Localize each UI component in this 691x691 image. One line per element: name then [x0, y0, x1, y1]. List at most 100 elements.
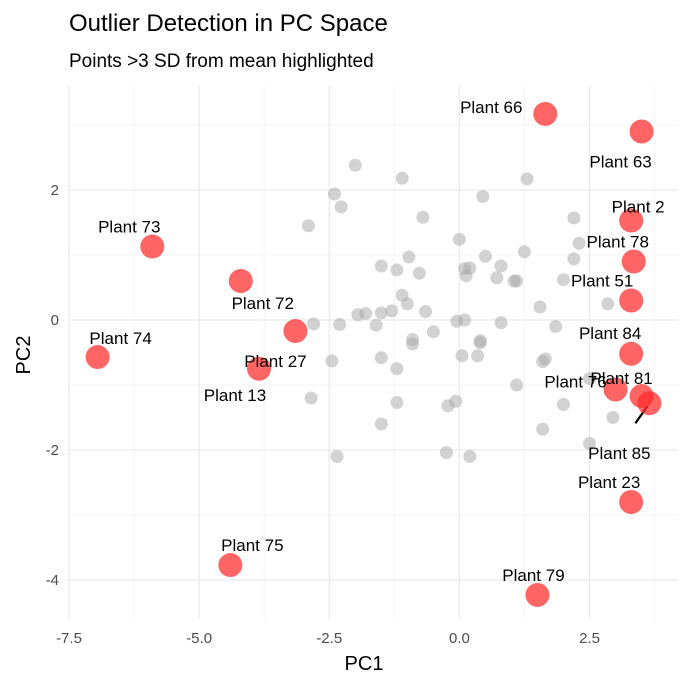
y-tick-label: -4 — [46, 572, 59, 589]
normal-point — [426, 325, 440, 339]
x-axis-title: PC1 — [345, 653, 384, 675]
normal-point — [533, 300, 547, 314]
y-axis-ticks: -4 -2 0 2 — [46, 182, 59, 589]
normal-point — [439, 446, 453, 460]
plot-panel: Plant 66 Plant 63 Plant 2 Plant 78 Plant 51 P… — [68, 86, 678, 619]
x-tick-label: 2.5 — [579, 630, 600, 647]
outlier-label: Plant 63 — [589, 153, 651, 172]
normal-point — [459, 269, 473, 283]
outlier-point — [533, 101, 558, 126]
outlier-point — [218, 553, 243, 578]
normal-point — [510, 378, 524, 392]
outlier-point — [619, 288, 644, 313]
outlier-label: Plant 75 — [221, 536, 283, 555]
normal-point — [517, 245, 531, 259]
normal-point — [556, 398, 570, 411]
normal-point — [369, 318, 383, 332]
normal-point — [567, 211, 581, 225]
normal-point — [374, 306, 388, 320]
normal-point — [463, 450, 477, 463]
normal-point — [601, 297, 615, 311]
chart-subtitle: Points >3 SD from mean highlighted — [69, 51, 374, 72]
normal-point — [583, 372, 597, 385]
normal-point — [490, 271, 504, 285]
normal-point — [374, 259, 388, 273]
y-axis-title: PC2 — [13, 336, 35, 375]
normal-point — [301, 219, 315, 233]
normal-point — [400, 297, 414, 311]
outlier-label: Plant 79 — [502, 566, 564, 585]
normal-point — [583, 437, 597, 450]
outlier-point — [246, 356, 271, 381]
normal-point — [416, 210, 430, 224]
normal-point — [333, 318, 347, 332]
normal-point — [606, 411, 620, 424]
outlier-point — [85, 345, 110, 370]
normal-point — [325, 354, 339, 368]
outlier-label: Plant 76 — [544, 373, 606, 392]
outlier-label: Plant 72 — [232, 294, 294, 313]
outlier-label: Plant 27 — [244, 352, 306, 371]
outlier-point — [283, 319, 308, 344]
x-axis-ticks: -7.5 -5.0 -2.5 0.0 2.5 — [56, 630, 600, 647]
normal-point — [572, 236, 586, 250]
outlier-point — [619, 208, 644, 233]
y-tick-label: -2 — [46, 442, 59, 459]
normal-points — [301, 158, 620, 463]
normal-point — [412, 266, 426, 280]
chart-title: Outlier Detection in PC Space — [69, 10, 388, 37]
normal-point — [351, 308, 365, 322]
outlier-label: Plant 2 — [612, 198, 665, 217]
normal-point — [307, 317, 321, 331]
grid-lines — [68, 86, 678, 619]
normal-point — [556, 273, 570, 287]
outlier-point — [140, 234, 165, 259]
outlier-label: Plant 85 — [588, 444, 650, 463]
y-tick-label: 0 — [51, 312, 59, 329]
outlier-label: Plant 23 — [578, 473, 640, 492]
normal-point — [510, 274, 524, 288]
outlier-label: Plant 73 — [98, 218, 160, 237]
normal-point — [348, 158, 362, 172]
normal-point — [455, 349, 469, 363]
outlier-point — [619, 490, 644, 514]
normal-point — [390, 263, 404, 277]
normal-point — [304, 391, 318, 405]
normal-point — [476, 190, 490, 203]
normal-point — [520, 172, 534, 186]
normal-point — [567, 252, 581, 266]
y-tick-label: 2 — [51, 182, 59, 199]
normal-point — [549, 320, 563, 333]
x-tick-label: -7.5 — [56, 630, 82, 647]
outlier-label: Plant 51 — [571, 272, 633, 291]
normal-point — [458, 313, 472, 327]
normal-point — [385, 304, 399, 318]
outlier-point — [621, 249, 646, 274]
outlier-point — [619, 341, 644, 366]
normal-point — [478, 249, 492, 263]
outlier-points — [85, 101, 662, 607]
normal-point — [374, 417, 388, 431]
normal-point — [390, 362, 404, 376]
outlier-point — [637, 391, 662, 416]
normal-point — [327, 187, 341, 201]
normal-point — [538, 352, 552, 366]
x-tick-label: -2.5 — [316, 630, 342, 647]
x-tick-label: 0.0 — [449, 630, 470, 647]
outlier-label: Plant 81 — [590, 369, 652, 388]
normal-point — [330, 450, 344, 463]
normal-point — [494, 316, 508, 330]
normal-point — [536, 422, 550, 436]
normal-point — [406, 337, 420, 351]
normal-point — [471, 349, 485, 363]
outlier-label: Plant 84 — [579, 324, 641, 343]
outlier-labels: Plant 66 Plant 63 Plant 2 Plant 78 Plant 51 P… — [89, 98, 664, 585]
normal-point — [419, 305, 433, 319]
normal-point — [494, 259, 508, 273]
normal-point — [452, 232, 466, 246]
normal-point — [449, 394, 463, 408]
normal-point — [334, 200, 348, 214]
outlier-label: Plant 13 — [204, 386, 266, 405]
normal-point — [390, 396, 404, 410]
